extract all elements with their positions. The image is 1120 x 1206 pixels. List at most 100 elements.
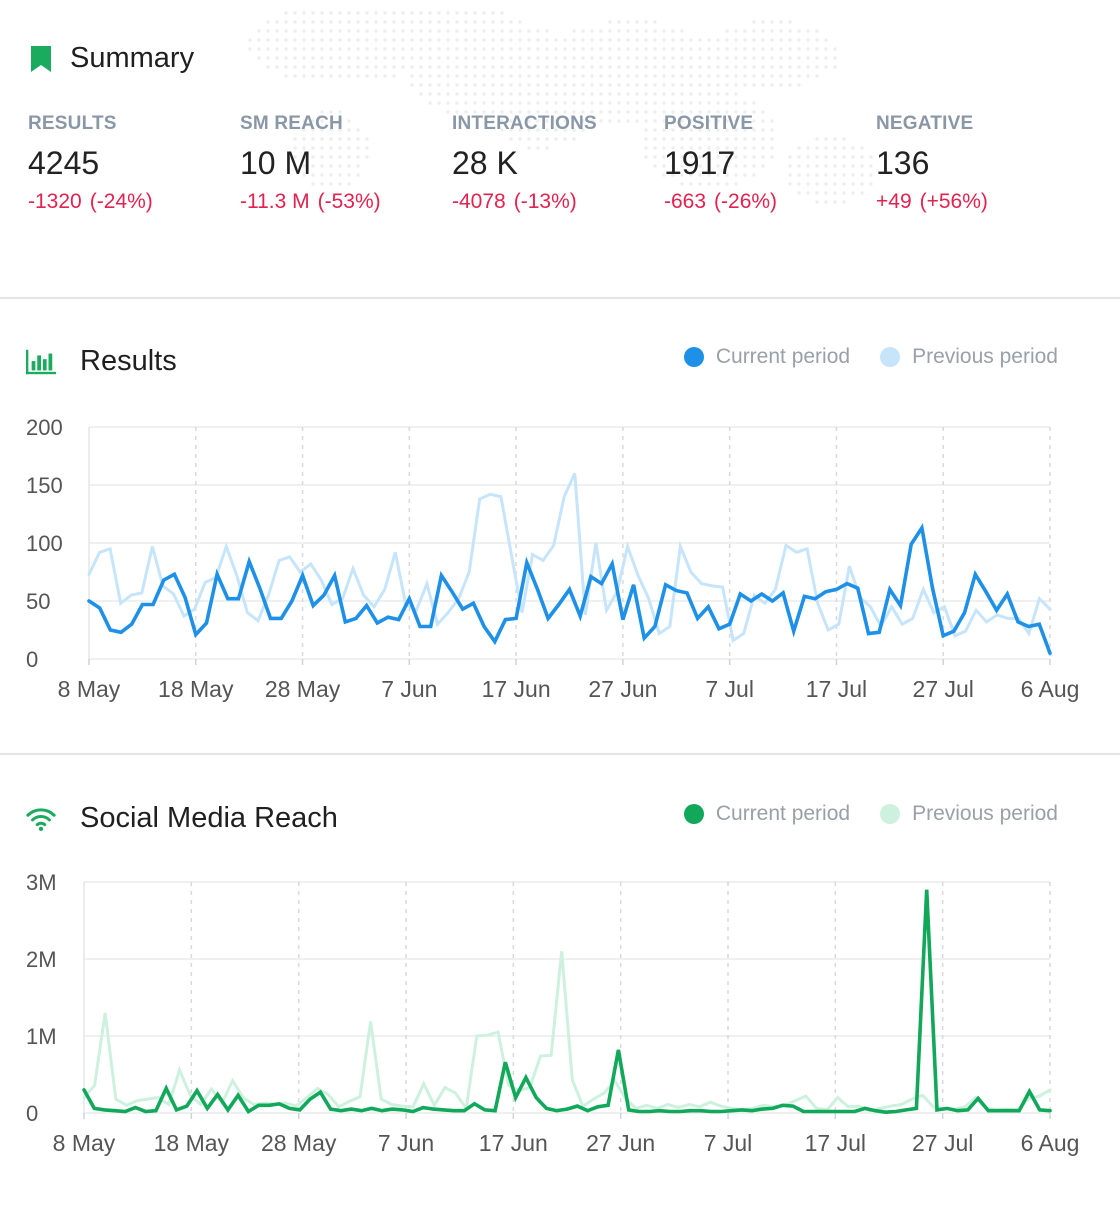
map-dot bbox=[491, 74, 495, 78]
map-dot bbox=[410, 65, 414, 69]
map-dot bbox=[761, 110, 765, 114]
series-line-current-period[interactable] bbox=[87, 523, 1052, 656]
map-dot bbox=[473, 11, 477, 15]
map-dot bbox=[536, 128, 540, 132]
map-dot bbox=[518, 83, 522, 87]
map-dot bbox=[761, 146, 765, 150]
metric-positive[interactable]: POSITIVE 1917 -663 (-26%) bbox=[664, 113, 864, 214]
map-dot bbox=[527, 47, 531, 51]
map-dot bbox=[599, 83, 603, 87]
map-dot bbox=[752, 65, 756, 69]
map-dot bbox=[833, 200, 837, 204]
map-dot bbox=[527, 128, 531, 132]
map-dot bbox=[653, 83, 657, 87]
map-dot bbox=[833, 146, 837, 150]
map-dot bbox=[392, 20, 396, 24]
map-dot bbox=[347, 119, 351, 123]
map-dot bbox=[437, 56, 441, 60]
map-dot bbox=[689, 146, 693, 150]
metric-interactions[interactable]: INTERACTIONS 28 K -4078 (-13%) bbox=[452, 113, 652, 214]
map-dot bbox=[644, 137, 648, 141]
map-dot bbox=[473, 20, 477, 24]
map-dot bbox=[293, 56, 297, 60]
map-dot bbox=[554, 83, 558, 87]
map-dot bbox=[707, 65, 711, 69]
reach-title: Social Media Reach bbox=[80, 802, 338, 834]
map-dot bbox=[518, 119, 522, 123]
map-dot bbox=[338, 11, 342, 15]
y-tick-label: 200 bbox=[26, 415, 63, 440]
map-dot bbox=[329, 164, 333, 168]
map-dot bbox=[491, 65, 495, 69]
map-dot bbox=[545, 83, 549, 87]
map-dot bbox=[770, 56, 774, 60]
map-dot bbox=[824, 65, 828, 69]
map-dot bbox=[662, 155, 666, 159]
metric-change-pct: (-13%) bbox=[513, 190, 577, 213]
map-dot bbox=[419, 65, 423, 69]
map-dot bbox=[779, 83, 783, 87]
map-dot bbox=[311, 47, 315, 51]
legend-current-period[interactable]: Current period bbox=[683, 345, 850, 369]
series-line-previous-period[interactable] bbox=[82, 951, 1052, 1113]
map-dot bbox=[329, 119, 333, 123]
map-dot bbox=[707, 74, 711, 78]
metric-negative[interactable]: NEGATIVE 136 +49 (+56%) bbox=[876, 113, 1076, 214]
y-tick-label: 3M bbox=[26, 870, 57, 895]
map-dot bbox=[500, 65, 504, 69]
map-dot bbox=[509, 119, 513, 123]
map-dot bbox=[842, 173, 846, 177]
map-dot bbox=[338, 173, 342, 177]
map-dot bbox=[311, 56, 315, 60]
map-dot bbox=[527, 101, 531, 105]
map-dot bbox=[446, 38, 450, 42]
map-dot bbox=[311, 119, 315, 123]
map-dot bbox=[248, 47, 252, 51]
map-dot bbox=[554, 56, 558, 60]
map-dot bbox=[716, 83, 720, 87]
reach-chart[interactable]: 0 1M 2M 3M 8 May 18 May 28 May 7 Jun 17 Jun 27 Ju… bbox=[0, 754, 1120, 1206]
map-dot bbox=[599, 29, 603, 33]
metric-results[interactable]: RESULTS 4245 -1320 (-24%) bbox=[28, 113, 228, 214]
map-dot bbox=[779, 38, 783, 42]
map-dot bbox=[734, 56, 738, 60]
metric-change-abs: -663 bbox=[664, 190, 707, 213]
map-dot bbox=[707, 137, 711, 141]
map-dot bbox=[842, 155, 846, 159]
map-dot bbox=[455, 65, 459, 69]
map-dot bbox=[644, 83, 648, 87]
map-dot bbox=[662, 146, 666, 150]
map-dot bbox=[527, 146, 531, 150]
map-dot bbox=[662, 56, 666, 60]
map-dot bbox=[689, 110, 693, 114]
map-dot bbox=[833, 173, 837, 177]
map-dot bbox=[446, 11, 450, 15]
map-dot bbox=[563, 74, 567, 78]
map-dot bbox=[806, 29, 810, 33]
map-dot bbox=[293, 29, 297, 33]
series-line-current-period[interactable] bbox=[82, 889, 1052, 1115]
metric-sm-reach[interactable]: SM REACH 10 M -11.3 M (-53%) bbox=[240, 113, 440, 214]
map-dot bbox=[302, 11, 306, 15]
legend-previous-period[interactable]: Previous period bbox=[880, 345, 1058, 369]
map-dot bbox=[788, 65, 792, 69]
map-dot bbox=[338, 47, 342, 51]
series-line-previous-period[interactable] bbox=[87, 472, 1052, 643]
map-dot bbox=[302, 164, 306, 168]
map-dot bbox=[725, 182, 729, 186]
map-dot bbox=[716, 47, 720, 51]
legend-current-period[interactable]: Current period bbox=[683, 802, 850, 826]
map-dot bbox=[311, 29, 315, 33]
map-dot bbox=[716, 182, 720, 186]
metric-label: SM REACH bbox=[240, 113, 343, 134]
results-chart[interactable]: 0 50 100 150 200 8 May 18 May 28 May 7 Jun 17 Jun… bbox=[0, 299, 1120, 753]
map-dot bbox=[644, 92, 648, 96]
map-dot bbox=[671, 47, 675, 51]
map-dot bbox=[338, 155, 342, 159]
map-dot bbox=[716, 164, 720, 168]
map-dot bbox=[743, 119, 747, 123]
map-dot bbox=[725, 74, 729, 78]
map-dot bbox=[851, 146, 855, 150]
legend-previous-period[interactable]: Previous period bbox=[880, 802, 1058, 826]
map-dot bbox=[590, 56, 594, 60]
